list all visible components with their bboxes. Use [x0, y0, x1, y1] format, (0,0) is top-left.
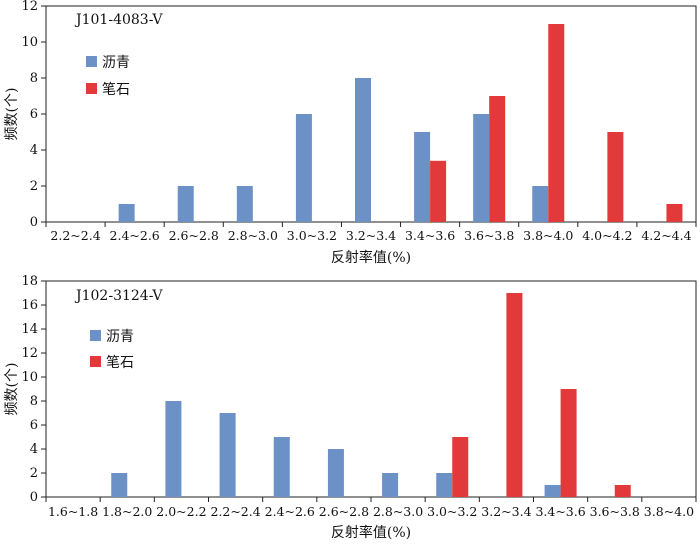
x-tick-label: 2.6~2.8 — [169, 228, 219, 243]
x-tick-label: 2.0~2.2 — [156, 504, 206, 519]
bar-bitumen — [273, 437, 290, 497]
x-tick-label: 2.2~2.4 — [50, 228, 100, 243]
bar-bitumen — [165, 401, 182, 497]
bar-graptolite — [607, 132, 624, 222]
chart-title: J101-4083-V — [74, 12, 163, 28]
y-tick-label: 10 — [21, 35, 38, 50]
x-tick-label: 3.0~3.2 — [287, 228, 337, 243]
legend-swatch — [90, 330, 101, 341]
y-tick-label: 6 — [30, 107, 38, 122]
x-tick-label: 2.8~3.0 — [373, 504, 423, 519]
x-tick-label: 3.0~3.2 — [427, 504, 477, 519]
y-tick-label: 4 — [30, 143, 38, 158]
bar-bitumen — [327, 449, 344, 497]
x-axis-label: 反射率值(%) — [331, 524, 411, 541]
y-tick-label: 6 — [30, 418, 38, 433]
legend-label: 笔石 — [106, 355, 134, 371]
y-tick-label: 18 — [21, 274, 38, 289]
chart-title: J102-3124-V — [74, 288, 163, 304]
bar-graptolite — [452, 437, 469, 497]
y-tick-label: 0 — [30, 215, 38, 230]
x-axis-label: 反射率值(%) — [331, 249, 411, 266]
legend-swatch — [86, 56, 97, 67]
bar-graptolite — [614, 485, 631, 497]
x-tick-label: 2.8~3.0 — [228, 228, 278, 243]
bar-bitumen — [473, 114, 490, 222]
x-tick-label: 4.2~4.4 — [641, 228, 691, 243]
y-axis-label: 频数(个) — [4, 88, 20, 141]
y-tick-label: 14 — [21, 322, 38, 337]
plot-frame — [45, 280, 697, 498]
x-tick-label: 3.4~3.6 — [535, 504, 585, 519]
bar-graptolite — [430, 160, 447, 222]
bar-bitumen — [544, 485, 561, 497]
y-tick-label: 4 — [30, 442, 38, 457]
x-tick-label: 3.6~3.8 — [464, 228, 514, 243]
x-tick-label: 1.6~1.8 — [48, 504, 98, 519]
x-tick-label: 2.6~2.8 — [319, 504, 369, 519]
x-tick-label: 4.0~4.2 — [582, 228, 632, 243]
y-tick-label: 12 — [21, 0, 38, 14]
bar-graptolite — [560, 389, 577, 497]
legend-label: 沥青 — [102, 55, 130, 71]
y-tick-label: 10 — [21, 370, 38, 385]
bar-bitumen — [382, 473, 399, 497]
bar-bitumen — [118, 204, 135, 222]
bar-bitumen — [177, 186, 194, 222]
legend-label: 沥青 — [106, 329, 134, 345]
x-tick-label: 1.8~2.0 — [102, 504, 152, 519]
x-tick-label: 3.8~4.0 — [644, 504, 694, 519]
bar-graptolite — [548, 24, 565, 222]
x-tick-label: 2.4~2.6 — [110, 228, 160, 243]
x-tick-label: 3.2~3.4 — [346, 228, 396, 243]
bar-bitumen — [355, 78, 371, 222]
x-tick-label: 2.2~2.4 — [210, 504, 260, 519]
x-tick-label: 3.4~3.6 — [405, 228, 455, 243]
x-tick-label: 3.2~3.4 — [481, 504, 531, 519]
y-tick-label: 8 — [30, 394, 38, 409]
bar-graptolite — [489, 96, 506, 222]
y-tick-label: 2 — [30, 466, 38, 481]
bar-graptolite — [506, 293, 523, 497]
y-tick-label: 2 — [30, 179, 38, 194]
legend-swatch — [90, 356, 101, 367]
bar-bitumen — [414, 132, 431, 222]
y-tick-label: 8 — [30, 71, 38, 86]
x-tick-label: 3.6~3.8 — [590, 504, 640, 519]
bar-bitumen — [532, 186, 549, 222]
bar-bitumen — [111, 473, 128, 497]
bar-bitumen — [236, 186, 253, 222]
x-tick-label: 2.4~2.6 — [265, 504, 315, 519]
legend-swatch — [86, 83, 97, 94]
bar-bitumen — [219, 413, 236, 497]
y-tick-label: 16 — [21, 298, 38, 313]
bar-bitumen — [295, 114, 312, 222]
x-tick-label: 3.8~4.0 — [523, 228, 573, 243]
bar-graptolite — [666, 204, 683, 222]
chart-panel-2: 0 2 4 6 8 10 12 14 16 18 1.6~1.8 1.8~2.0 2.0~2.2 2.2~… — [4, 274, 697, 541]
y-tick-label: 0 — [30, 490, 38, 505]
y-tick-label: 12 — [21, 346, 38, 361]
bar-bitumen — [436, 473, 453, 497]
y-axis-label: 频数(个) — [4, 363, 20, 416]
chart-panel-1: 0 2 4 6 8 10 12 2.2~2.4 2.4~2.6 2.6~2.8 2.8~3.0 3.0… — [4, 0, 697, 266]
legend-label: 笔石 — [102, 82, 130, 98]
